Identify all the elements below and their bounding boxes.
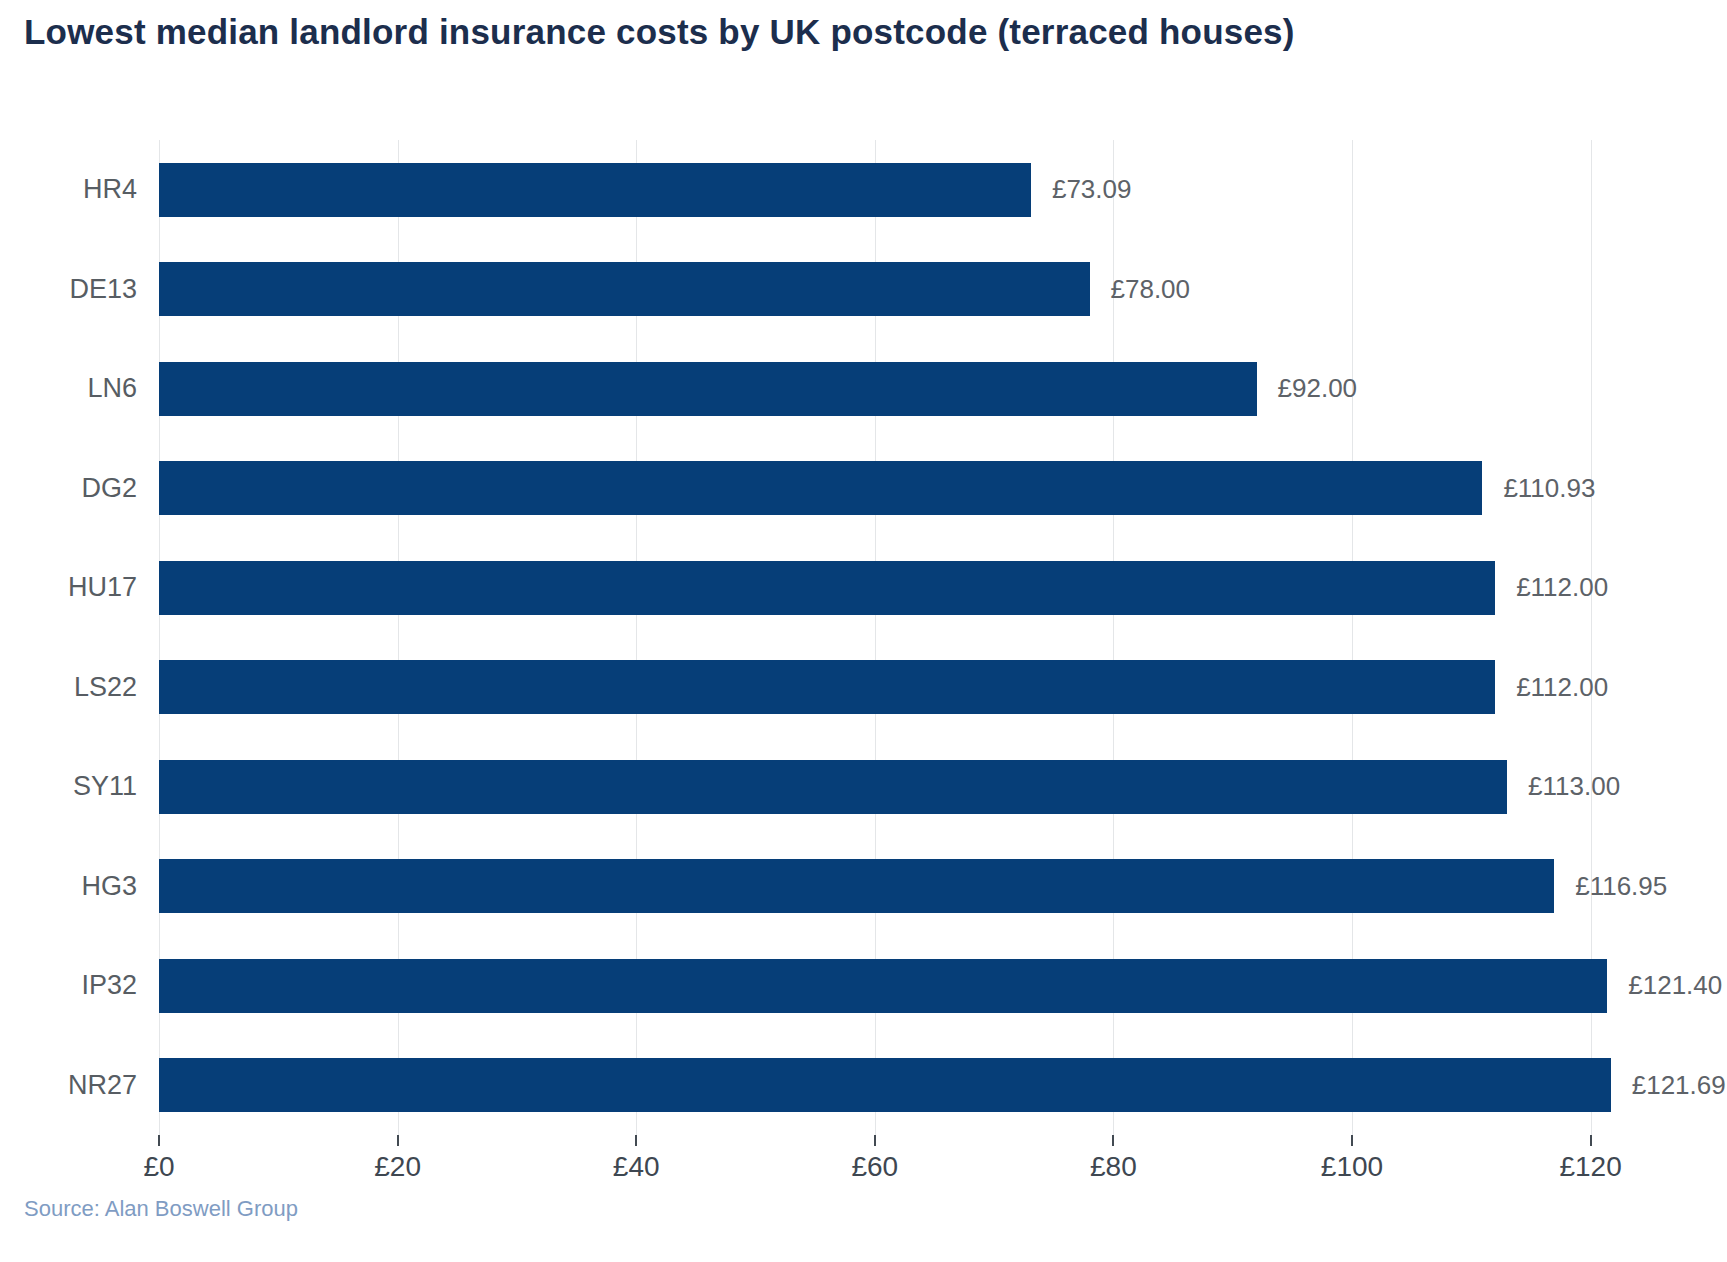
tick-label: £0	[143, 1151, 174, 1183]
value-label: £73.09	[1052, 174, 1132, 205]
category-label: SY11	[7, 771, 137, 802]
bar-row: HU17£112.00	[159, 538, 1655, 638]
bar[interactable]: £110.93	[159, 461, 1482, 515]
category-label: DG2	[7, 473, 137, 504]
value-label: £113.00	[1528, 771, 1620, 802]
category-label: IP32	[7, 970, 137, 1001]
tick-mark	[635, 1135, 637, 1146]
x-axis: £0£20£40£60£80£100£120	[159, 1135, 1655, 1199]
category-label: HG3	[7, 871, 137, 902]
bar[interactable]: £113.00	[159, 760, 1507, 814]
bar-row: SY11£113.00	[159, 737, 1655, 837]
tick-label: £40	[613, 1151, 660, 1183]
value-label: £121.69	[1632, 1070, 1726, 1101]
tick-mark	[1590, 1135, 1592, 1146]
source-note[interactable]: Source: Alan Boswell Group	[24, 1196, 298, 1222]
tick-mark	[397, 1135, 399, 1146]
chart-figure: Lowest median landlord insurance costs b…	[0, 0, 1727, 1262]
bar[interactable]: £112.00	[159, 561, 1495, 615]
value-label: £92.00	[1278, 373, 1358, 404]
category-label: DE13	[7, 274, 137, 305]
bar-row: NR27£121.69	[159, 1036, 1655, 1136]
value-label: £110.93	[1503, 473, 1595, 504]
tick-label: £20	[374, 1151, 421, 1183]
bar-row: LS22£112.00	[159, 638, 1655, 738]
category-label: HR4	[7, 174, 137, 205]
value-label: £116.95	[1575, 871, 1667, 902]
category-label: NR27	[7, 1070, 137, 1101]
tick-mark	[1351, 1135, 1353, 1146]
bar-row: DG2£110.93	[159, 439, 1655, 539]
category-label: LS22	[7, 672, 137, 703]
tick-label: £100	[1321, 1151, 1383, 1183]
bar[interactable]: £121.40	[159, 959, 1607, 1013]
tick-mark	[874, 1135, 876, 1146]
bar[interactable]: £73.09	[159, 163, 1031, 217]
bar-row: DE13£78.00	[159, 240, 1655, 340]
value-label: £121.40	[1628, 970, 1722, 1001]
tick-mark	[158, 1135, 160, 1146]
chart-title: Lowest median landlord insurance costs b…	[24, 12, 1295, 52]
value-label: £112.00	[1516, 572, 1608, 603]
value-label: £78.00	[1111, 274, 1191, 305]
value-label: £112.00	[1516, 672, 1608, 703]
bar-row: HG3£116.95	[159, 837, 1655, 937]
tick-label: £80	[1090, 1151, 1137, 1183]
category-label: LN6	[7, 373, 137, 404]
bar-row: IP32£121.40	[159, 936, 1655, 1036]
bar-row: LN6£92.00	[159, 339, 1655, 439]
bar[interactable]: £116.95	[159, 859, 1554, 913]
bar[interactable]: £92.00	[159, 362, 1257, 416]
bar-rows: HR4£73.09DE13£78.00LN6£92.00DG2£110.93HU…	[159, 140, 1655, 1135]
plot-area: HR4£73.09DE13£78.00LN6£92.00DG2£110.93HU…	[159, 140, 1655, 1135]
category-label: HU17	[7, 572, 137, 603]
bar[interactable]: £78.00	[159, 262, 1090, 316]
tick-label: £60	[851, 1151, 898, 1183]
bar[interactable]: £112.00	[159, 660, 1495, 714]
tick-mark	[1112, 1135, 1114, 1146]
bar[interactable]: £121.69	[159, 1058, 1611, 1112]
tick-label: £120	[1559, 1151, 1621, 1183]
bar-row: HR4£73.09	[159, 140, 1655, 240]
